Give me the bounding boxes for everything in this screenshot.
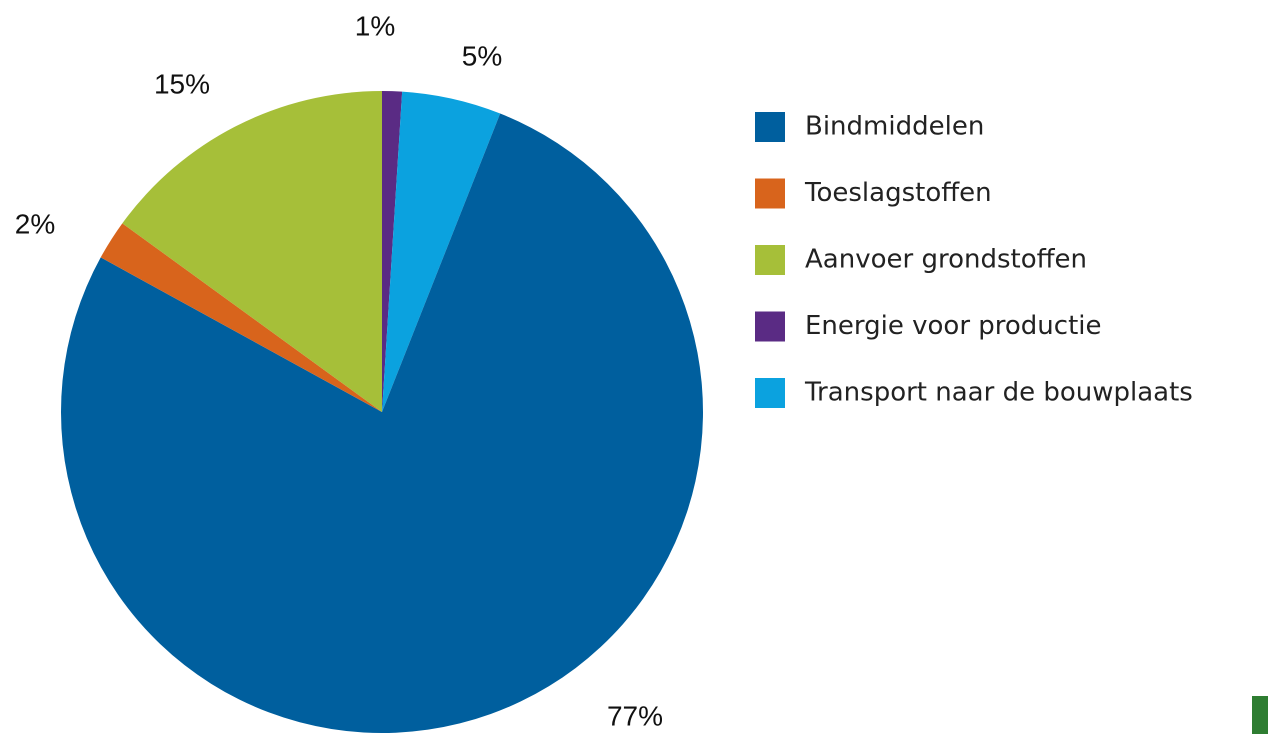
data-label: 5% xyxy=(462,40,502,71)
pie-slice xyxy=(382,91,501,412)
legend-swatch xyxy=(755,245,785,275)
legend-swatch xyxy=(755,378,785,408)
pie-slice xyxy=(122,91,382,412)
legend-swatch xyxy=(755,178,785,209)
data-label: 77% xyxy=(607,700,663,731)
legend-label: Aanvoer grondstoffen xyxy=(805,245,1087,275)
data-label: 15% xyxy=(154,68,210,99)
legend-label: Energie voor productie xyxy=(805,311,1102,341)
data-label: 1% xyxy=(355,10,395,41)
legend-label: Bindmiddelen xyxy=(805,112,984,142)
pie-slice xyxy=(60,113,703,733)
legend-label: Transport naar de bouwplaats xyxy=(804,378,1193,408)
legend-label: Toeslagstoffen xyxy=(804,178,992,208)
corner-icon xyxy=(1252,696,1268,734)
pie-slice xyxy=(382,91,403,412)
data-label: 2% xyxy=(15,208,55,239)
pie-slice xyxy=(100,223,382,412)
legend-swatch xyxy=(755,311,785,342)
legend-swatch xyxy=(755,112,785,142)
